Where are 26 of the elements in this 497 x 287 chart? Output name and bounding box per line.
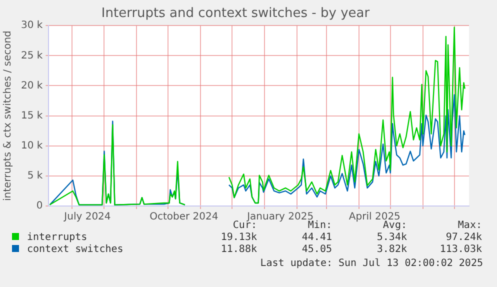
text: 97.24k [444,232,482,244]
y-tick-label: 25 k [20,50,43,62]
text: 45.05 [300,244,332,256]
y-tick-label: 30 k [20,20,43,32]
text: Last update: Sun Jul 13 02:00:02 2025 [260,258,483,269]
y-tick-label: 5 k [27,170,43,182]
text: 44.41 [300,232,332,244]
text: Max: [456,220,482,232]
y-tick-label: 10 k [20,140,43,152]
text: Cur: [232,220,257,231]
legend-label: context switches [26,244,124,256]
chart-title: Interrupts and context switches - by year [101,6,370,22]
text: 5.34k [376,232,407,244]
text: 113.03k [438,244,482,256]
legend-label: interrupts [26,232,88,244]
y-tick-label: 20 k [20,80,43,92]
y-axis-title: interrupts & ctx switches / second [2,30,14,202]
text: 19.13k [220,232,257,244]
x-tick-label: July 2024 [63,212,111,223]
text: 11.88k [220,244,257,256]
y-tick-label: 15 k [20,110,43,122]
text: Avg: [382,220,407,232]
text: 3.82k [376,244,407,256]
x-tick-label: October 2024 [150,212,218,223]
text: Min: [306,220,332,232]
y-tick-label: 0 [36,200,43,212]
